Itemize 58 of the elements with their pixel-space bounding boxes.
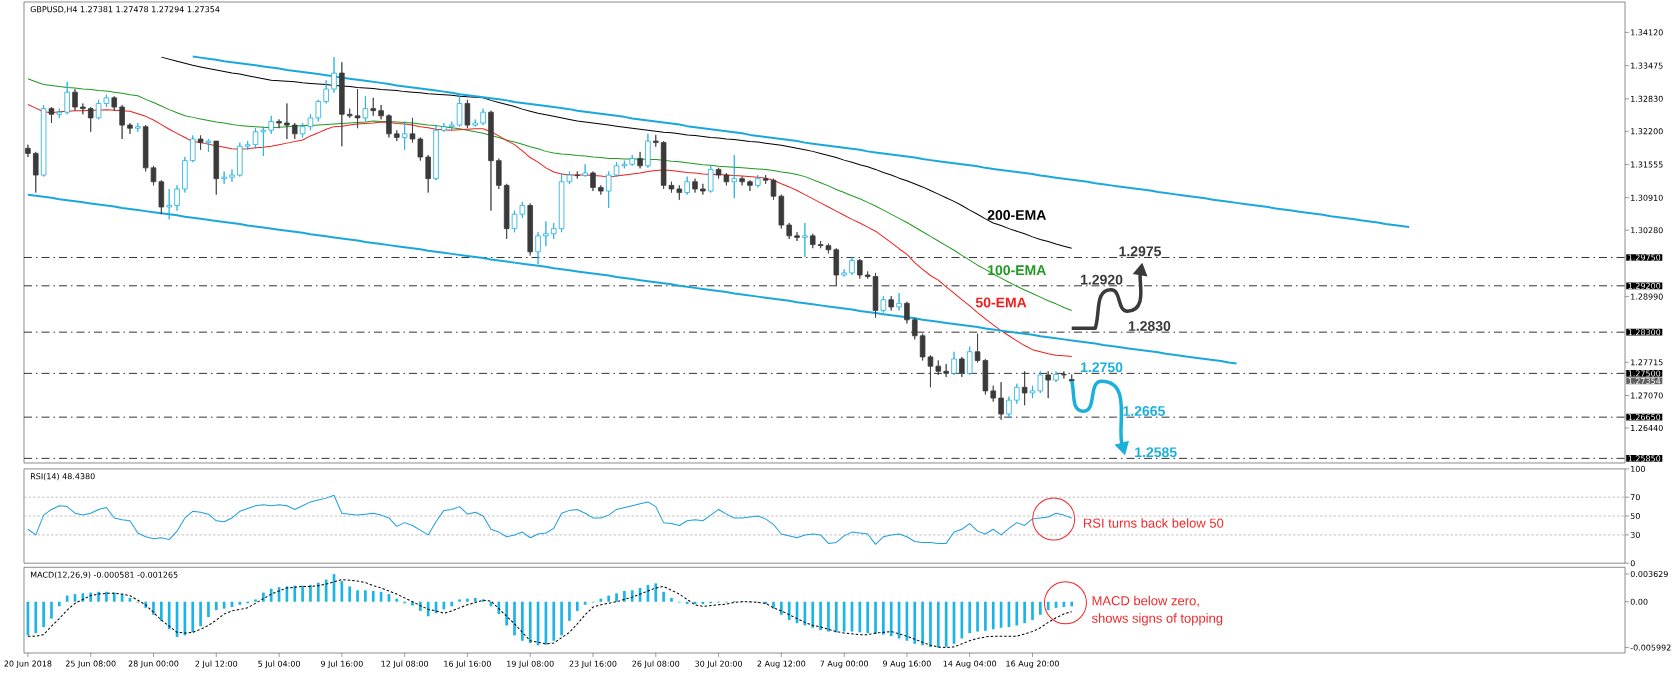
y-tick-label: 100 [1631,465,1645,472]
x-tick-label: 9 Jul 16:00 [320,660,363,669]
y-tick-label: 1.27070 [1631,392,1663,399]
series-label: 200-EMA [987,210,1046,221]
text: 1.27354 [1628,377,1661,384]
y-tick-label: 1.26440 [1631,424,1663,431]
x-tick-label: 23 Jul 16:00 [569,660,617,669]
ref-line-label: 1.25850 [1628,455,1661,462]
ref-line-label: 1.29750 [1628,254,1661,261]
y-tick-label: -0.005992 [1630,644,1671,651]
series-label: 100-EMA [988,265,1046,276]
y-tick-label: 30 [1630,531,1640,538]
y-tick-label: 70 [1630,494,1640,501]
annotation: shows signs of topping [1091,613,1223,626]
x-tick-label: 30 Jul 20:00 [695,660,743,669]
series-label: 50-EMA [975,297,1027,308]
y-tick-label: 0.00 [1630,598,1648,605]
x-tick-label: 7 Aug 00:00 [820,660,869,669]
x-tick-label: 16 Aug 20:00 [1006,660,1059,669]
ref-line-label: 1.26650 [1628,414,1661,421]
x-tick-label: 9 Aug 16:00 [882,660,931,669]
y-tick-label: 1.27715 [1631,359,1663,366]
annotation: 1.2975 [1119,246,1162,257]
y-tick-label: 1.30910 [1631,194,1663,201]
annotation: 1.2665 [1123,406,1165,416]
x-tick-label: 19 Jul 08:00 [507,660,554,669]
y-tick-label: 1.32830 [1631,95,1663,102]
x-tick-label: 2 Aug 12:00 [757,660,806,669]
x-tick-label: 12 Jul 08:00 [381,660,429,669]
y-tick-label: 1.33475 [1631,62,1663,69]
chart-title: GBPUSD,H4 1.27381 1.27478 1.27294 1.27354 [30,6,220,14]
chart-title: RSI(14) 48.4380 [30,473,95,481]
chart-title: MACD(12,26,9) -0.000581 -0.001265 [30,571,178,579]
x-tick-label: 5 Jul 04:00 [258,660,300,669]
ref-line-label: 1.28300 [1628,329,1661,336]
y-tick-label: 50 [1630,513,1640,520]
y-tick-label: 0 [1630,560,1635,567]
x-tick-label: 14 Aug 04:00 [943,660,997,669]
y-tick-label: 1.34120 [1631,29,1663,36]
ref-line-label: 1.29200 [1628,282,1661,289]
annotation: MACD below zero, [1092,595,1199,607]
x-tick-label: 16 Jul 16:00 [444,660,491,669]
y-tick-label: 1.30280 [1631,227,1663,234]
y-tick-label: 1.32200 [1631,128,1663,135]
annotation: 1.2830 [1128,321,1171,331]
x-tick-label: 26 Jul 08:00 [632,660,680,669]
annotation: RSI turns back below 50 [1083,518,1224,528]
x-tick-label: 20 Jun 2018 [4,660,52,669]
x-tick-label: 2 Jul 12:00 [195,660,238,669]
annotation: 1.2585 [1135,447,1177,458]
x-tick-label: 28 Jun 00:00 [128,660,179,669]
ref-line-label: 1.27500 [1628,370,1661,377]
annotation: 1.2750 [1081,362,1123,373]
x-tick-label: 25 Jun 08:00 [65,660,116,669]
annotation: 1.2920 [1081,274,1123,285]
y-tick-label: 0.003629 [1630,570,1668,577]
y-tick-label: 1.28990 [1631,293,1663,300]
y-tick-label: 1.31555 [1631,161,1663,168]
